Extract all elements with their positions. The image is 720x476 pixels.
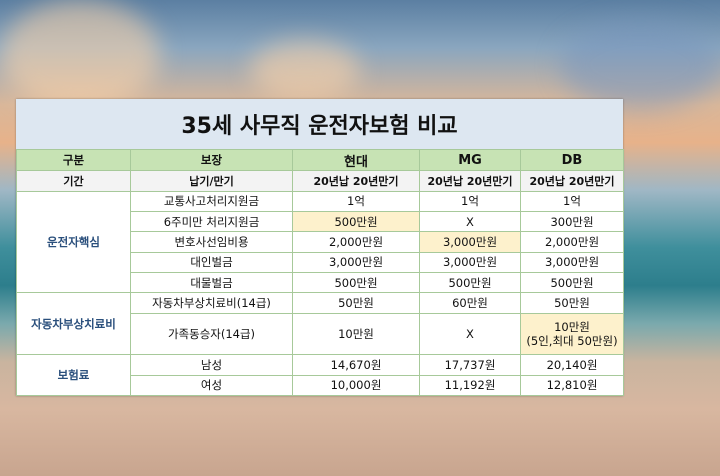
- table-row: 운전자핵심 교통사고처리지원금 1억 1억 1억: [16, 190, 624, 294]
- value-cell: 12,810원: [520, 374, 624, 397]
- value-cell-highlight: 500만원: [292, 211, 420, 233]
- coverage-cell: 자동차부상치료비(14급): [130, 292, 293, 314]
- period-value: 20년납 20년만기: [419, 170, 521, 192]
- period-value: 20년납 20년만기: [520, 170, 624, 192]
- coverage-cell: 대물벌금: [130, 271, 293, 294]
- coverage-cell: 6주미만 처리지원금: [130, 211, 293, 233]
- value-cell: 2,000만원: [520, 231, 624, 253]
- value-cell: 20,140원: [520, 354, 624, 376]
- value-cell: 60만원: [419, 292, 521, 314]
- background-cloud: [560, 20, 720, 110]
- value-cell: 11,192원: [419, 374, 521, 397]
- table-row: 여성 10,000원 11,192원 12,810원: [17, 374, 624, 397]
- period-row: 기간 납기/만기 20년납 20년만기 20년납 20년만기 20년납 20년만…: [16, 170, 624, 192]
- value-cell: 1억: [520, 190, 624, 213]
- value-cell: 50만원: [520, 292, 624, 314]
- header-coverage: 보장: [130, 148, 293, 172]
- value-cell: X: [419, 211, 521, 233]
- value-cell: 500만원: [520, 271, 624, 294]
- coverage-cell: 가족동승자(14급): [130, 312, 293, 356]
- value-cell: 300만원: [520, 211, 624, 233]
- background-cloud: [250, 40, 360, 100]
- coverage-cell: 대인벌금: [130, 251, 293, 273]
- value-cell: 1억: [292, 190, 420, 213]
- value-note: (5인,최대 50만원): [526, 333, 618, 348]
- value-cell: 500만원: [292, 271, 420, 294]
- value-cell: 10,000원: [292, 374, 420, 397]
- value-cell: 3,000만원: [520, 251, 624, 273]
- comparison-card: 35세 사무직 운전자보험 비교 구분 보장 현대 MG DB 기간 납기/만기…: [16, 99, 624, 397]
- header-company-mg: MG: [419, 148, 521, 172]
- value-cell-highlight: 3,000만원: [419, 231, 521, 253]
- value-cell: 3,000만원: [292, 251, 420, 273]
- value-cell: 2,000만원: [292, 231, 420, 253]
- value-cell: 14,670원: [292, 354, 420, 376]
- header-row: 구분 보장 현대 MG DB: [16, 148, 624, 172]
- value-cell: 17,737원: [419, 354, 521, 376]
- group-label: 운전자핵심: [16, 190, 131, 294]
- group-label: 보험료: [16, 354, 131, 396]
- value-cell: 3,000만원: [419, 251, 521, 273]
- table-row: 6주미만 처리지원금 500만원 X 300만원: [17, 211, 624, 233]
- period-coverage: 납기/만기: [130, 170, 293, 192]
- period-label: 기간: [16, 170, 131, 192]
- header-company-hyundai: 현대: [292, 148, 420, 172]
- value-cell: X: [419, 312, 521, 356]
- value-cell-highlight: 10만원 (5인,최대 50만원): [520, 312, 624, 356]
- coverage-cell: 변호사선임비용: [130, 231, 293, 253]
- header-category: 구분: [16, 148, 131, 172]
- value-cell: 10만원: [292, 312, 420, 356]
- table-row: 보험료 남성 14,670원 17,737원 20,140원: [16, 354, 624, 396]
- table-row: 자동차부상치료비 자동차부상치료비(14급) 50만원 60만원 50만원: [16, 292, 624, 356]
- header-company-db: DB: [520, 148, 624, 172]
- period-value: 20년납 20년만기: [292, 170, 420, 192]
- value-cell: 1억: [419, 190, 521, 213]
- background-cloud: [0, 0, 160, 110]
- value-cell: 50만원: [292, 292, 420, 314]
- table-title: 35세 사무직 운전자보험 비교: [16, 99, 623, 150]
- table-row: 대물벌금 500만원 500만원 500만원: [17, 271, 624, 294]
- coverage-cell: 남성: [130, 354, 293, 376]
- coverage-cell: 교통사고처리지원금: [130, 190, 293, 213]
- group-label: 자동차부상치료비: [16, 292, 131, 356]
- comparison-table: 구분 보장 현대 MG DB 기간 납기/만기 20년납 20년만기 20년납 …: [16, 148, 624, 397]
- coverage-cell: 여성: [130, 374, 293, 397]
- value-cell: 500만원: [419, 271, 521, 294]
- value-main: 10만원: [554, 319, 590, 334]
